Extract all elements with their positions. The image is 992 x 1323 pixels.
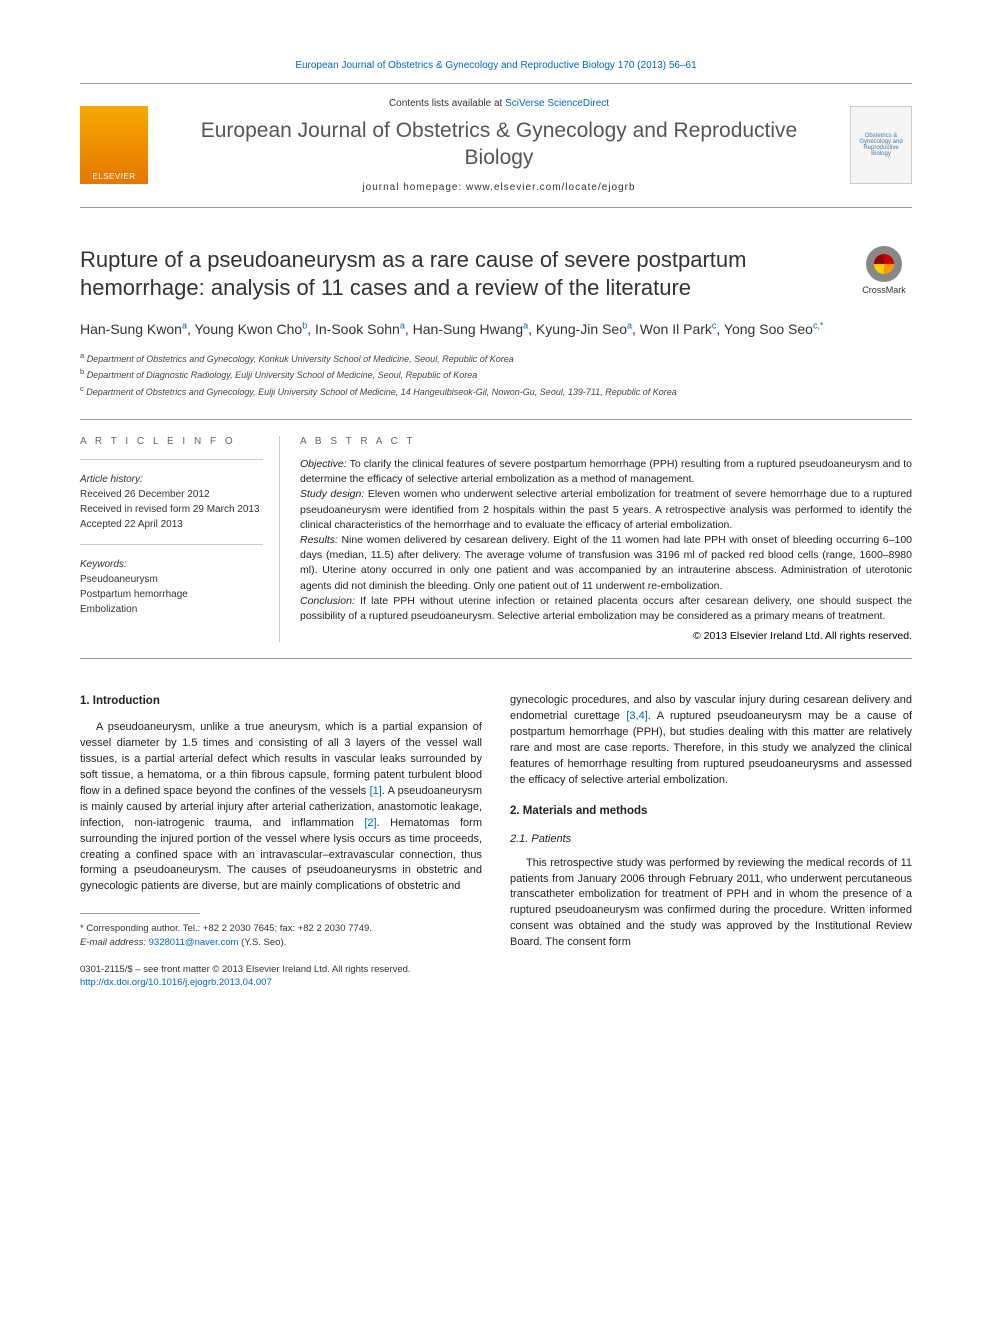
journal-header: ELSEVIER Contents lists available at Sci…	[80, 83, 912, 208]
keywords-label: Keywords:	[80, 557, 263, 572]
intro-paragraph: A pseudoaneurysm, unlike a true aneurysm…	[80, 720, 482, 895]
keyword: Embolization	[80, 602, 263, 617]
affiliation-c: Department of Obstetrics and Gynecology,…	[86, 387, 676, 397]
page-footer: 0301-2115/$ – see front matter © 2013 El…	[80, 963, 482, 990]
journal-cover-thumb: Obstetrics & Gynecology and Reproductive…	[850, 106, 912, 184]
corresponding-email-link[interactable]: 9328011@naver.com	[149, 937, 239, 948]
authors-list: Han-Sung Kwona, Young Kwon Chob, In-Sook…	[80, 319, 912, 340]
journal-homepage: journal homepage: www.elsevier.com/locat…	[168, 182, 830, 193]
crossmark-icon	[866, 246, 902, 282]
patients-heading: 2.1. Patients	[510, 832, 912, 848]
ref-link[interactable]: [3,4]	[626, 710, 647, 722]
contents-line: Contents lists available at SciVerse Sci…	[168, 98, 830, 109]
sciencedirect-link[interactable]: SciVerse ScienceDirect	[505, 98, 609, 109]
affiliation-a: Department of Obstetrics and Gynecology,…	[87, 354, 514, 364]
keyword: Pseudoaneurysm	[80, 572, 263, 587]
abstract-conclusion: If late PPH without uterine infection or…	[300, 595, 912, 622]
elsevier-logo-text: ELSEVIER	[92, 172, 135, 181]
abstract-study-design: Eleven women who underwent selective art…	[300, 488, 912, 530]
intro-heading: 1. Introduction	[80, 693, 482, 710]
corresponding-author-note: * Corresponding author. Tel.: +82 2 2030…	[80, 922, 482, 949]
corresponding-name: (Y.S. Seo).	[238, 937, 286, 948]
contents-prefix: Contents lists available at	[389, 98, 505, 109]
affiliations: a Department of Obstetrics and Gynecolog…	[80, 350, 912, 399]
crossmark-label: CrossMark	[862, 285, 906, 295]
abstract-column: A B S T R A C T Objective: To clarify th…	[280, 436, 912, 642]
methods-heading: 2. Materials and methods	[510, 803, 912, 820]
elsevier-logo: ELSEVIER	[80, 106, 148, 184]
doi-link[interactable]: http://dx.doi.org/10.1016/j.ejogrb.2013.…	[80, 977, 272, 988]
received-date: Received 26 December 2012	[80, 487, 263, 502]
abstract-heading: A B S T R A C T	[300, 436, 912, 447]
article-info-sidebar: A R T I C L E I N F O Article history: R…	[80, 436, 280, 642]
revised-date: Received in revised form 29 March 2013	[80, 502, 263, 517]
keyword: Postpartum hemorrhage	[80, 587, 263, 602]
history-label: Article history:	[80, 472, 263, 487]
abstract-results: Nine women delivered by cesarean deliver…	[300, 534, 912, 592]
citation-link[interactable]: European Journal of Obstetrics & Gynecol…	[80, 60, 912, 71]
article-title: Rupture of a pseudoaneurysm as a rare ca…	[80, 246, 840, 303]
patients-paragraph: This retrospective study was performed b…	[510, 856, 912, 952]
body-column-left: 1. Introduction A pseudoaneurysm, unlike…	[80, 693, 482, 989]
footer-copyright: 0301-2115/$ – see front matter © 2013 El…	[80, 963, 482, 976]
affiliation-b: Department of Diagnostic Radiology, Eulj…	[87, 370, 478, 380]
intro-paragraph-cont: gynecologic procedures, and also by vasc…	[510, 693, 912, 789]
crossmark-badge[interactable]: CrossMark	[856, 246, 912, 302]
ref-link[interactable]: [2]	[364, 817, 376, 829]
email-label: E-mail address:	[80, 937, 149, 948]
accepted-date: Accepted 22 April 2013	[80, 517, 263, 532]
body-column-right: gynecologic procedures, and also by vasc…	[510, 693, 912, 989]
article-info-heading: A R T I C L E I N F O	[80, 436, 263, 447]
abstract-objective: To clarify the clinical features of seve…	[300, 458, 912, 485]
abstract-copyright: © 2013 Elsevier Ireland Ltd. All rights …	[300, 630, 912, 642]
ref-link[interactable]: [1]	[370, 785, 382, 797]
corresponding-text: * Corresponding author. Tel.: +82 2 2030…	[80, 922, 482, 935]
journal-title: European Journal of Obstetrics & Gynecol…	[168, 117, 830, 172]
